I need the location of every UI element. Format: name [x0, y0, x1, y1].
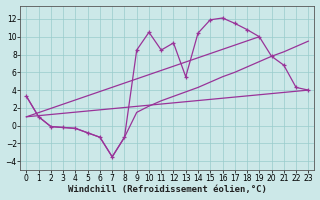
- X-axis label: Windchill (Refroidissement éolien,°C): Windchill (Refroidissement éolien,°C): [68, 185, 267, 194]
